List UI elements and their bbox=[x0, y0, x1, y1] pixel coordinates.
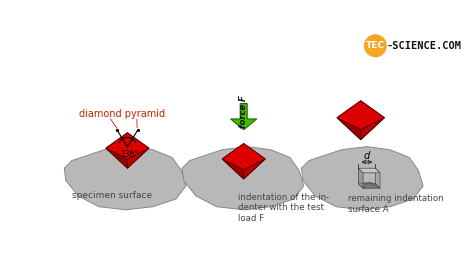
Polygon shape bbox=[244, 144, 265, 179]
Polygon shape bbox=[106, 133, 128, 168]
Polygon shape bbox=[64, 147, 186, 210]
Polygon shape bbox=[358, 168, 363, 188]
Polygon shape bbox=[128, 133, 149, 168]
Polygon shape bbox=[358, 184, 380, 188]
Polygon shape bbox=[222, 144, 244, 179]
Polygon shape bbox=[301, 147, 423, 210]
Polygon shape bbox=[375, 168, 380, 188]
Text: specimen surface: specimen surface bbox=[72, 191, 152, 200]
Polygon shape bbox=[337, 101, 361, 140]
Text: remaining indentation
surface A: remaining indentation surface A bbox=[347, 194, 443, 214]
Polygon shape bbox=[337, 101, 384, 130]
Polygon shape bbox=[222, 144, 265, 170]
Polygon shape bbox=[358, 168, 380, 173]
Polygon shape bbox=[106, 133, 149, 159]
Text: 136°: 136° bbox=[120, 150, 139, 159]
Polygon shape bbox=[361, 101, 384, 140]
Text: indentation of the in-
denter with the test
load F: indentation of the in- denter with the t… bbox=[237, 193, 329, 223]
Text: TEC: TEC bbox=[366, 41, 385, 50]
Polygon shape bbox=[182, 147, 304, 210]
Polygon shape bbox=[244, 159, 265, 179]
Circle shape bbox=[365, 35, 386, 57]
Polygon shape bbox=[106, 148, 128, 168]
Polygon shape bbox=[222, 159, 244, 179]
Polygon shape bbox=[128, 148, 149, 168]
Polygon shape bbox=[361, 118, 384, 140]
Polygon shape bbox=[231, 103, 257, 130]
Polygon shape bbox=[337, 118, 361, 140]
Text: diamond pyramid: diamond pyramid bbox=[79, 109, 165, 119]
Text: force F: force F bbox=[239, 95, 248, 128]
Text: -SCIENCE.COM: -SCIENCE.COM bbox=[387, 41, 462, 51]
Text: d: d bbox=[364, 151, 370, 160]
